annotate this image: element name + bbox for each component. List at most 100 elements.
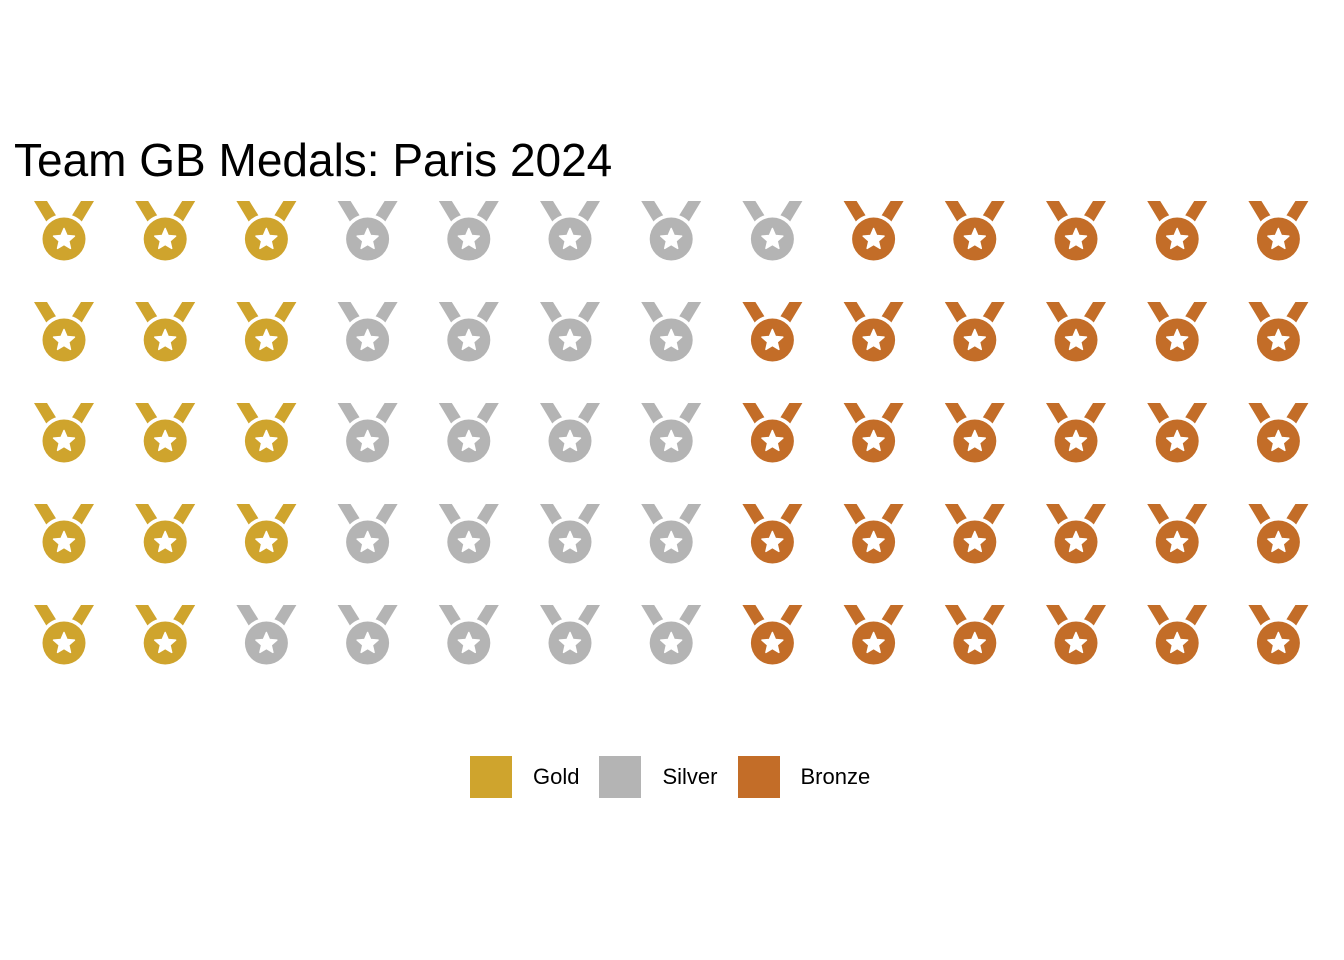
star-icon: [153, 631, 177, 654]
legend-item-gold: Gold: [470, 756, 579, 798]
star-icon: [862, 631, 885, 654]
star-icon: [761, 530, 784, 553]
medal-icon-gold: [34, 201, 94, 264]
star-icon: [558, 227, 582, 250]
medal-icon-gold: [135, 605, 196, 668]
star-icon: [356, 429, 379, 452]
medal-icon-silver: [641, 403, 702, 466]
medal-icon-silver: [742, 201, 803, 264]
medal-icon-silver: [438, 403, 499, 466]
star-icon: [255, 530, 278, 553]
star-icon: [356, 530, 379, 553]
star-icon: [761, 328, 784, 351]
star-icon: [1165, 328, 1189, 351]
medal-icon-bronze: [1147, 302, 1208, 365]
star-icon: [659, 429, 683, 452]
legend-label: Silver: [662, 764, 718, 789]
medal-icon-silver: [540, 201, 600, 264]
medal-icon-bronze: [1248, 302, 1309, 365]
star-icon: [1064, 227, 1088, 250]
star-icon: [1064, 328, 1088, 351]
medal-icon-bronze: [1147, 403, 1208, 466]
medal-icon-gold: [236, 403, 297, 466]
medal-icon-gold: [236, 504, 297, 567]
medal-icon-bronze: [1248, 605, 1309, 668]
star-icon: [659, 328, 683, 351]
legend-swatch: [470, 756, 512, 798]
star-icon: [862, 530, 885, 553]
medal-icon-bronze: [843, 201, 904, 264]
star-icon: [153, 328, 177, 351]
star-icon: [52, 631, 76, 654]
medal-icon-bronze: [742, 302, 803, 365]
star-icon: [457, 328, 481, 351]
medal-icon-bronze: [843, 504, 904, 567]
medal-icon-bronze: [944, 504, 1005, 567]
star-icon: [255, 227, 278, 250]
star-icon: [153, 227, 177, 250]
medal-icon-silver: [438, 605, 499, 668]
medal-icon-silver: [236, 605, 297, 668]
medal-icon-silver: [540, 403, 600, 466]
star-icon: [153, 429, 177, 452]
chart-title: Team GB Medals: Paris 2024: [14, 134, 613, 186]
medal-icon-gold: [135, 302, 196, 365]
medal-icon-bronze: [843, 605, 904, 668]
medal-icon-gold: [236, 302, 297, 365]
legend-label: Bronze: [800, 764, 871, 789]
medal-icon-gold: [236, 201, 297, 264]
star-icon: [457, 631, 481, 654]
star-icon: [1267, 227, 1290, 250]
star-icon: [457, 530, 481, 553]
star-icon: [1064, 429, 1088, 452]
medal-icon-silver: [337, 403, 398, 466]
medal-icon-silver: [641, 605, 702, 668]
star-icon: [558, 631, 582, 654]
medal-icon-silver: [337, 605, 398, 668]
star-icon: [52, 530, 76, 553]
star-icon: [1267, 328, 1290, 351]
medal-icon-bronze: [1046, 302, 1106, 365]
medal-icon-bronze: [1147, 605, 1208, 668]
medal-icon-silver: [641, 504, 702, 567]
star-icon: [659, 530, 683, 553]
medal-icon-gold: [34, 504, 94, 567]
star-icon: [1064, 530, 1088, 553]
star-icon: [558, 429, 582, 452]
medal-icon-bronze: [1248, 504, 1309, 567]
medal-icon-gold: [34, 403, 94, 466]
star-icon: [255, 429, 278, 452]
star-icon: [1064, 631, 1088, 654]
star-icon: [963, 328, 987, 351]
medal-icon-silver: [540, 302, 600, 365]
star-icon: [761, 631, 784, 654]
star-icon: [1267, 429, 1290, 452]
medal-icon-silver: [337, 201, 398, 264]
star-icon: [356, 227, 379, 250]
legend-item-silver: Silver: [599, 756, 718, 798]
medal-icon-bronze: [742, 403, 803, 466]
medal-icon-gold: [34, 605, 94, 668]
star-icon: [761, 227, 784, 250]
star-icon: [1165, 227, 1189, 250]
star-icon: [862, 429, 885, 452]
star-icon: [1165, 631, 1189, 654]
medal-icon-bronze: [1046, 504, 1106, 567]
star-icon: [862, 227, 885, 250]
medal-icon-silver: [438, 504, 499, 567]
legend-item-bronze: Bronze: [737, 756, 871, 798]
star-icon: [457, 227, 481, 250]
legend-swatch: [737, 756, 780, 798]
star-icon: [52, 328, 76, 351]
medal-icon-bronze: [843, 302, 904, 365]
star-icon: [255, 328, 278, 351]
star-icon: [153, 530, 177, 553]
medal-icon-silver: [337, 504, 398, 567]
star-icon: [356, 631, 379, 654]
medal-icon-bronze: [944, 302, 1005, 365]
medal-icon-bronze: [1248, 403, 1309, 466]
medal-icon-gold: [34, 302, 94, 365]
medal-icon-bronze: [944, 403, 1005, 466]
medal-icon-bronze: [1046, 403, 1106, 466]
